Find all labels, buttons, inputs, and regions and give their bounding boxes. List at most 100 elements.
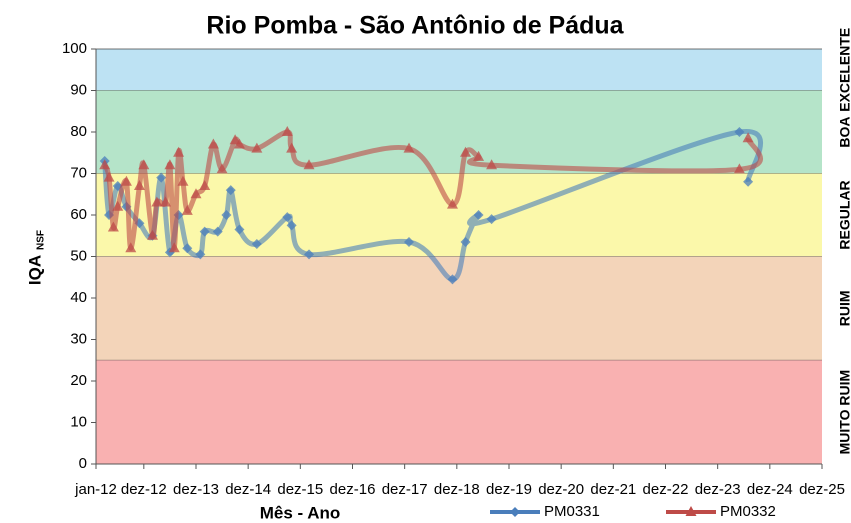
x-tick-label: dez-16	[330, 481, 376, 498]
data-point	[112, 200, 124, 211]
data-point	[473, 210, 484, 220]
y-tick-label: 60	[70, 206, 87, 223]
data-point	[234, 224, 245, 235]
band-label-text: MUITO RUIM	[837, 370, 851, 455]
band-label-text: REGULAR	[837, 180, 851, 249]
data-point	[195, 249, 206, 260]
legend-marker	[685, 506, 697, 516]
x-tick-label: dez-20	[538, 481, 584, 498]
x-tick-label: dez-18	[434, 481, 480, 498]
series-line	[102, 129, 763, 251]
y-tick-label: 0	[79, 455, 87, 472]
data-point	[447, 274, 458, 285]
data-point	[147, 229, 159, 240]
x-tick-label: dez-23	[695, 481, 741, 498]
data-point	[212, 226, 223, 237]
data-point	[182, 243, 193, 254]
data-point	[173, 146, 185, 157]
data-point	[164, 159, 176, 170]
data-point	[120, 175, 132, 186]
data-point	[160, 196, 172, 207]
data-point	[138, 159, 150, 170]
y-axis-label: IQA NSF	[25, 230, 46, 285]
data-point	[99, 159, 111, 170]
x-tick-label: dez-25	[799, 481, 845, 498]
band-label: REGULAR	[837, 180, 851, 249]
data-point	[251, 142, 263, 153]
data-point	[233, 138, 245, 149]
band-label-text: BOA	[837, 116, 851, 147]
data-point	[181, 204, 193, 215]
data-point	[403, 142, 415, 153]
x-tick-label: dez-12	[121, 481, 167, 498]
data-point	[473, 150, 485, 161]
data-point	[282, 212, 293, 223]
y-tick-label: 100	[62, 40, 87, 57]
data-point	[303, 159, 315, 170]
data-point	[225, 185, 236, 196]
data-point	[304, 249, 315, 260]
band-label: MUITO RUIM	[837, 370, 851, 455]
data-point	[190, 188, 202, 199]
x-axis-label: Mês - Ano	[260, 503, 341, 522]
data-point	[156, 172, 167, 183]
y-tick-label: 50	[70, 247, 87, 264]
x-tick-label: dez-19	[486, 481, 532, 498]
quality-band	[96, 49, 822, 91]
x-tick-label: dez-14	[225, 481, 271, 498]
legend-marker	[510, 507, 520, 517]
quality-band	[96, 360, 822, 464]
data-point	[460, 236, 471, 247]
x-tick-label: dez-17	[382, 481, 428, 498]
legend-label: PM0332	[720, 503, 776, 520]
data-point	[251, 239, 262, 250]
y-tick-label: 20	[70, 372, 87, 389]
y-axis-label-sub: NSF	[36, 230, 47, 250]
data-point	[742, 132, 754, 143]
x-tick-label: dez-15	[277, 481, 323, 498]
data-point	[199, 226, 210, 237]
data-point	[446, 198, 458, 209]
data-point	[743, 176, 754, 187]
data-point	[281, 126, 293, 136]
data-point	[177, 175, 189, 186]
y-tick-label: 90	[70, 81, 87, 98]
data-point	[199, 179, 211, 190]
data-point	[107, 221, 119, 232]
x-tick-label: dez-21	[590, 481, 636, 498]
legend-label: PM0331	[544, 503, 600, 520]
band-label: BOA	[837, 116, 851, 147]
data-point	[125, 242, 137, 253]
chart-title: Rio Pomba - São Antônio de Pádua	[206, 12, 624, 40]
data-point	[460, 146, 472, 157]
x-tick-label: dez-13	[173, 481, 219, 498]
data-point	[733, 163, 745, 174]
y-tick-label: 10	[70, 413, 87, 430]
data-point	[404, 236, 415, 247]
data-point	[103, 171, 115, 182]
data-point	[151, 196, 163, 207]
data-point	[486, 214, 497, 225]
data-point	[734, 127, 745, 137]
data-point	[286, 142, 298, 153]
x-tick-label: jan-12	[74, 481, 117, 498]
data-point	[207, 138, 219, 149]
y-axis-label-main: IQA	[25, 255, 44, 285]
y-tick-label: 70	[70, 164, 87, 181]
x-tick-label: dez-24	[747, 481, 793, 498]
y-tick-label: 80	[70, 123, 87, 140]
y-tick-label: 30	[70, 330, 87, 347]
data-point	[133, 179, 145, 190]
data-point	[486, 159, 498, 170]
data-point	[216, 163, 228, 174]
x-tick-label: dez-22	[643, 481, 689, 498]
band-label: EXCELENTE	[837, 28, 851, 112]
band-label: RUIM	[837, 290, 851, 326]
quality-band	[96, 90, 822, 174]
y-tick-label: 40	[70, 289, 87, 306]
data-point	[221, 210, 232, 220]
band-label-text: RUIM	[837, 290, 851, 326]
data-point	[286, 220, 297, 231]
band-label-text: EXCELENTE	[837, 28, 851, 112]
